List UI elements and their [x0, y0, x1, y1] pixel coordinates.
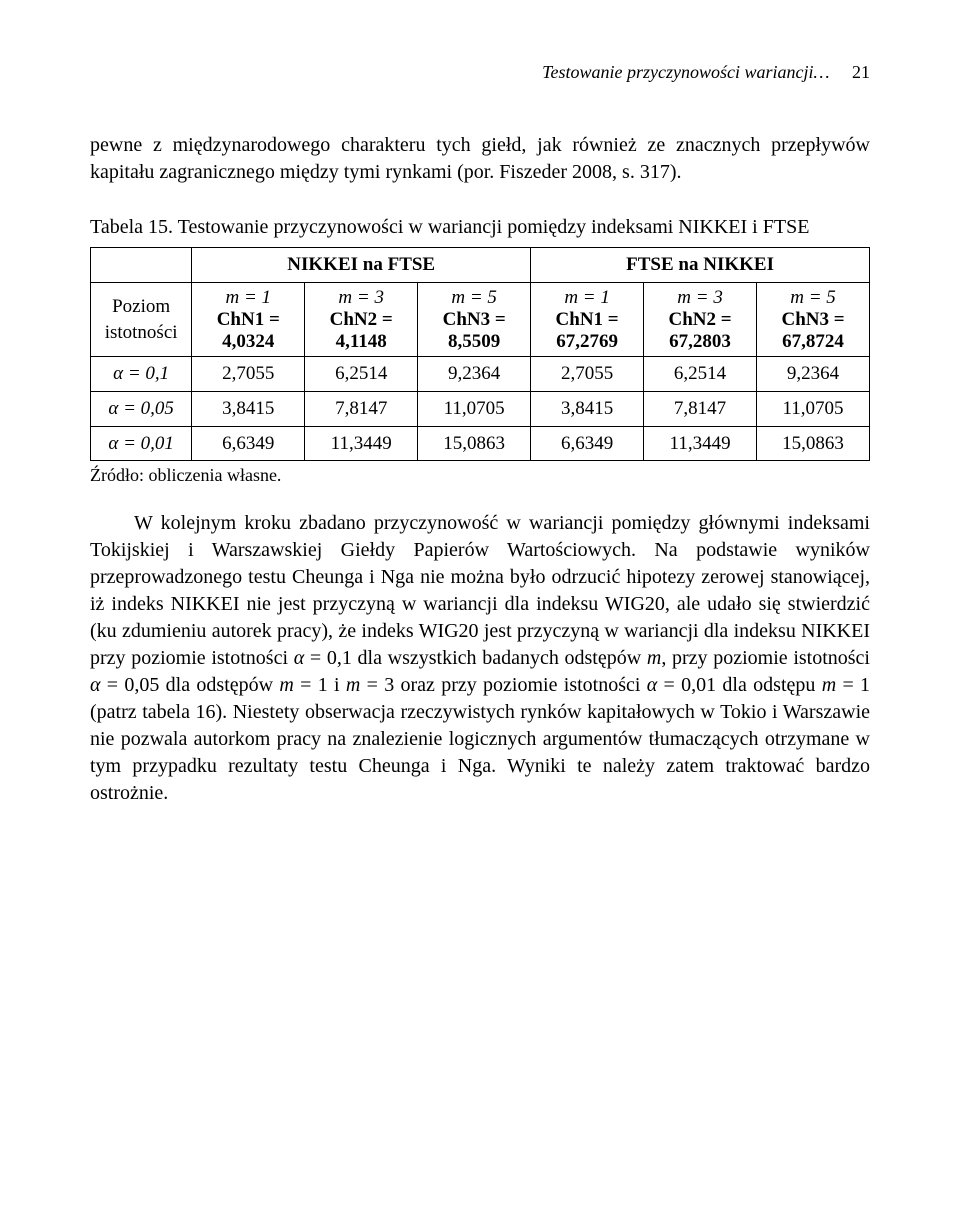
table-source: Źródło: obliczenia własne. [90, 463, 870, 487]
cell: 6,2514 [644, 357, 757, 392]
col-m: m = 1 [225, 287, 271, 308]
cell: 2,7055 [531, 357, 644, 392]
col-m: m = 5 [790, 287, 836, 308]
cell: 11,0705 [418, 392, 531, 427]
running-head-title: Testowanie przyczynowości wariancji… [542, 62, 829, 82]
page-number: 21 [852, 62, 870, 82]
m-symbol: m [647, 647, 661, 669]
text: , przy poziomie istotności [661, 647, 870, 669]
col-val: 67,2769 [556, 331, 618, 352]
table-row: α = 0,05 3,8415 7,8147 11,0705 3,8415 7,… [91, 392, 870, 427]
text: = 0,1 dla wszystkich badanych odstępów [304, 647, 647, 669]
causality-table: NIKKEI na FTSE FTSE na NIKKEI Poziom ist… [90, 247, 870, 461]
col-val: 67,2803 [669, 331, 731, 352]
col-val: 67,8724 [782, 331, 844, 352]
cell: 7,8147 [644, 392, 757, 427]
col-stat: ChN3 = [781, 309, 844, 330]
cell: 6,6349 [531, 426, 644, 461]
col-val: 4,1148 [336, 331, 387, 352]
row-label: α = 0,1 [91, 357, 192, 392]
cell: 3,8415 [531, 392, 644, 427]
col-m: m = 3 [677, 287, 723, 308]
cell: 9,2364 [757, 357, 870, 392]
cell: 7,8147 [305, 392, 418, 427]
cell: 15,0863 [757, 426, 870, 461]
col-m: m = 3 [338, 287, 384, 308]
col-header: m = 3 ChN2 = 4,1148 [305, 282, 418, 357]
cell: 2,7055 [192, 357, 305, 392]
row-label: α = 0,01 [91, 426, 192, 461]
running-head: Testowanie przyczynowości wariancji… 21 [90, 60, 870, 84]
table-row: α = 0,01 6,6349 11,3449 15,0863 6,6349 1… [91, 426, 870, 461]
alpha-symbol: α [90, 674, 101, 696]
col-header: m = 1 ChN1 = 67,2769 [531, 282, 644, 357]
cell: 6,6349 [192, 426, 305, 461]
col-stat: ChN1 = [556, 309, 619, 330]
cell: 9,2364 [418, 357, 531, 392]
text: W kolejnym kroku zbadano przyczynowość w… [90, 512, 870, 669]
cell: 3,8415 [192, 392, 305, 427]
text: = 0,05 dla odstępów [101, 674, 280, 696]
cell: 11,3449 [305, 426, 418, 461]
m-symbol: m [822, 674, 836, 696]
paragraph-intro: pewne z międzynarodowego charakteru tych… [90, 132, 870, 186]
col-val: 8,5509 [448, 331, 500, 352]
text: = 3 oraz przy poziomie istotności [360, 674, 646, 696]
cell: 11,3449 [644, 426, 757, 461]
col-header: m = 1 ChN1 = 4,0324 [192, 282, 305, 357]
table-caption: Tabela 15. Testowanie przyczynowości w w… [90, 214, 870, 241]
m-symbol: m [346, 674, 360, 696]
row-header-label: Poziom istotności [91, 282, 192, 357]
table-row: α = 0,1 2,7055 6,2514 9,2364 2,7055 6,25… [91, 357, 870, 392]
col-stat: ChN1 = [217, 309, 280, 330]
row-label: α = 0,05 [91, 392, 192, 427]
paragraph-discussion: W kolejnym kroku zbadano przyczynowość w… [90, 510, 870, 807]
col-header: m = 5 ChN3 = 8,5509 [418, 282, 531, 357]
cell: 15,0863 [418, 426, 531, 461]
alpha-symbol: α [294, 647, 305, 669]
col-m: m = 1 [564, 287, 610, 308]
col-header: m = 5 ChN3 = 67,8724 [757, 282, 870, 357]
m-symbol: m [279, 674, 293, 696]
col-m: m = 5 [451, 287, 497, 308]
table-header-left: NIKKEI na FTSE [192, 248, 531, 283]
text: = 1 i [294, 674, 346, 696]
col-stat: ChN2 = [330, 309, 393, 330]
col-header: m = 3 ChN2 = 67,2803 [644, 282, 757, 357]
cell: 6,2514 [305, 357, 418, 392]
cell: 11,0705 [757, 392, 870, 427]
table-row: Poziom istotności m = 1 ChN1 = 4,0324 m … [91, 282, 870, 357]
alpha-symbol: α [647, 674, 658, 696]
text: = 0,01 dla odstępu [657, 674, 821, 696]
table-header-blank [91, 248, 192, 283]
col-stat: ChN2 = [669, 309, 732, 330]
table-row: NIKKEI na FTSE FTSE na NIKKEI [91, 248, 870, 283]
table-header-right: FTSE na NIKKEI [531, 248, 870, 283]
col-val: 4,0324 [222, 331, 274, 352]
col-stat: ChN3 = [443, 309, 506, 330]
